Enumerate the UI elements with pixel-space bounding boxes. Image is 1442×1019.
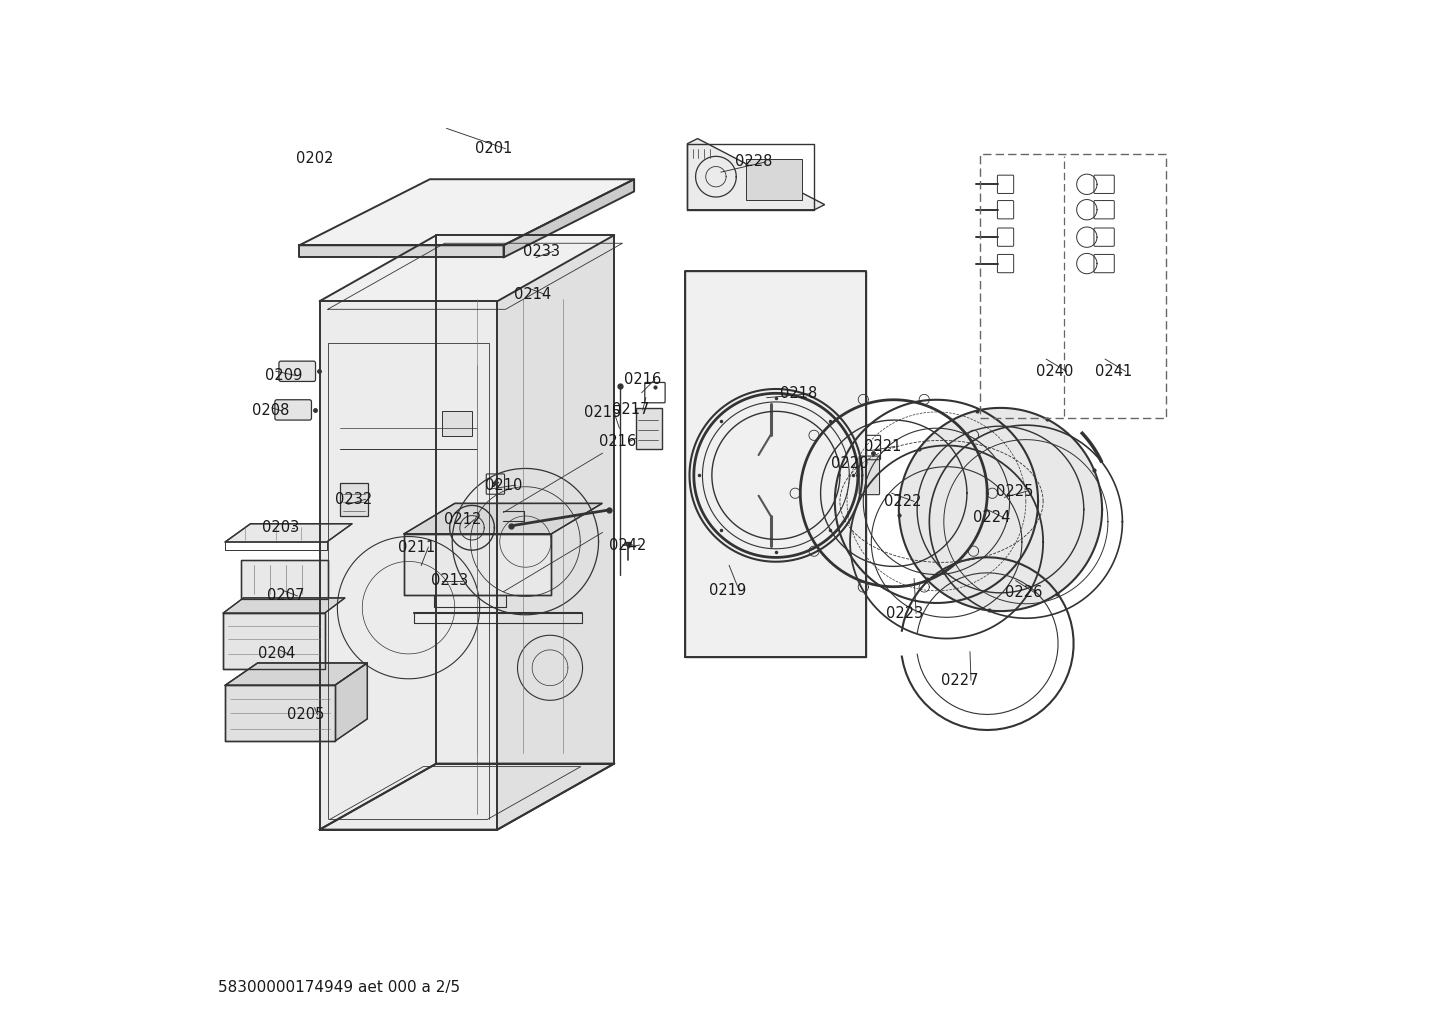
Polygon shape xyxy=(320,235,614,302)
Text: 0210: 0210 xyxy=(486,478,522,492)
Text: 0225: 0225 xyxy=(996,484,1034,498)
Text: 0201: 0201 xyxy=(474,142,512,156)
Text: 0227: 0227 xyxy=(940,673,978,688)
FancyBboxPatch shape xyxy=(275,399,311,420)
Text: 0216: 0216 xyxy=(598,434,636,449)
Text: 0204: 0204 xyxy=(258,646,296,661)
Text: 0228: 0228 xyxy=(735,155,773,169)
Text: 0216: 0216 xyxy=(624,372,662,387)
Text: 0241: 0241 xyxy=(1094,364,1132,379)
Text: 58300000174949 aet 000 a 2/5: 58300000174949 aet 000 a 2/5 xyxy=(218,980,460,996)
Text: 0217: 0217 xyxy=(613,403,650,418)
Text: 0202: 0202 xyxy=(296,152,333,166)
FancyBboxPatch shape xyxy=(278,361,316,381)
Text: 0226: 0226 xyxy=(1005,585,1043,600)
Polygon shape xyxy=(503,179,634,258)
Polygon shape xyxy=(224,613,324,669)
Text: 0218: 0218 xyxy=(780,386,818,401)
FancyBboxPatch shape xyxy=(441,411,472,436)
Polygon shape xyxy=(224,598,345,613)
Polygon shape xyxy=(497,235,614,829)
Polygon shape xyxy=(225,663,368,686)
Text: 0242: 0242 xyxy=(609,538,646,552)
Text: 0223: 0223 xyxy=(885,605,923,621)
FancyBboxPatch shape xyxy=(636,408,662,448)
Text: 0207: 0207 xyxy=(267,588,304,603)
Polygon shape xyxy=(404,503,603,534)
Text: 0211: 0211 xyxy=(398,540,435,554)
Polygon shape xyxy=(335,663,368,741)
Text: 0221: 0221 xyxy=(864,439,901,454)
Polygon shape xyxy=(688,139,825,210)
Text: 0219: 0219 xyxy=(709,583,746,598)
Text: 0212: 0212 xyxy=(444,513,482,527)
Polygon shape xyxy=(225,524,352,542)
Text: 0222: 0222 xyxy=(884,494,921,508)
Text: 0220: 0220 xyxy=(831,457,868,471)
Polygon shape xyxy=(320,235,437,829)
Polygon shape xyxy=(225,686,335,741)
Text: 0209: 0209 xyxy=(265,368,301,383)
Polygon shape xyxy=(320,302,497,829)
Polygon shape xyxy=(241,560,327,599)
Text: 0213: 0213 xyxy=(431,573,469,588)
Text: 0205: 0205 xyxy=(287,707,324,722)
Text: 0208: 0208 xyxy=(251,404,288,419)
Text: 0233: 0233 xyxy=(523,244,559,259)
Text: 0232: 0232 xyxy=(335,492,372,506)
Text: 0240: 0240 xyxy=(1035,364,1073,379)
Text: 0215: 0215 xyxy=(584,406,622,421)
FancyBboxPatch shape xyxy=(747,159,802,200)
Polygon shape xyxy=(300,246,503,258)
Polygon shape xyxy=(898,408,1102,611)
Polygon shape xyxy=(404,534,551,595)
Text: 0214: 0214 xyxy=(513,286,551,302)
Polygon shape xyxy=(685,271,867,657)
Text: 0224: 0224 xyxy=(973,511,1011,525)
Text: 0203: 0203 xyxy=(261,521,298,535)
FancyBboxPatch shape xyxy=(340,483,368,516)
FancyBboxPatch shape xyxy=(859,457,880,494)
Polygon shape xyxy=(300,179,634,246)
